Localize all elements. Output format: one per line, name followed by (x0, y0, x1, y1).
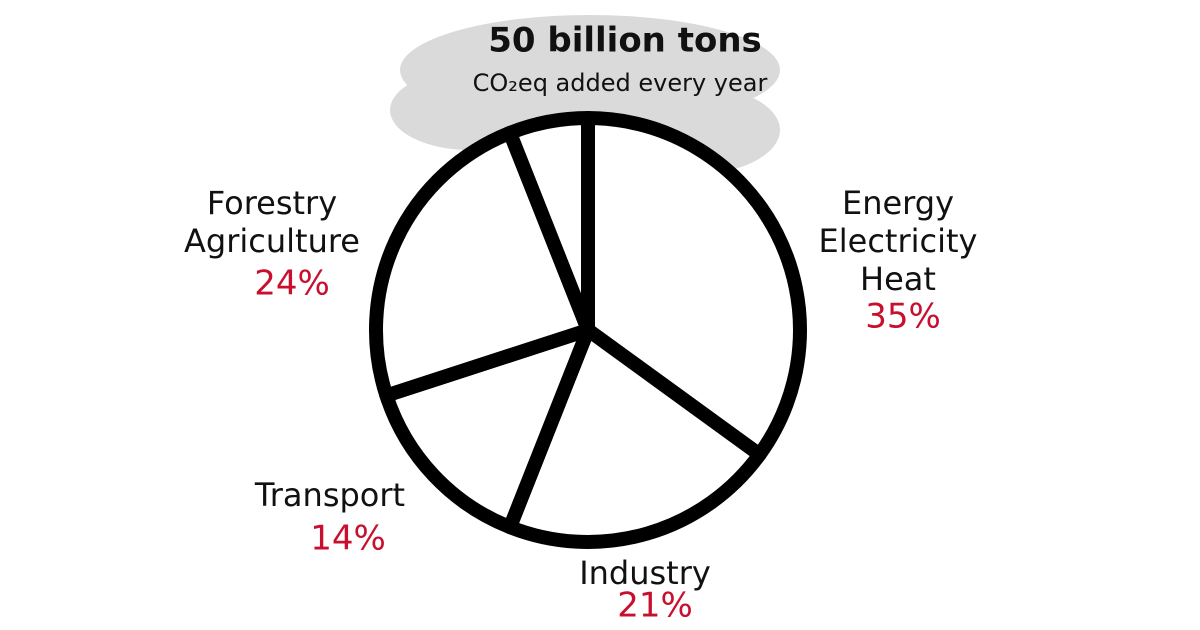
chart-title: 50 billion tons (488, 21, 762, 61)
value-label: 14% (310, 519, 386, 559)
value-label: 35% (865, 297, 941, 337)
category-label: Agriculture (184, 222, 360, 260)
category-label: Electricity (819, 222, 978, 260)
category-label: Heat (860, 260, 936, 298)
category-label: Industry (579, 554, 711, 592)
category-label: Forestry (207, 184, 337, 222)
value-label: 21% (617, 586, 693, 626)
chart-subtitle: CO₂eq added every year (473, 69, 768, 97)
pie (369, 111, 807, 549)
category-label: Transport (254, 476, 405, 514)
value-label: 24% (254, 264, 330, 304)
pie-slice (581, 111, 807, 462)
pie-slice (502, 111, 595, 337)
category-label: Energy (842, 184, 954, 222)
